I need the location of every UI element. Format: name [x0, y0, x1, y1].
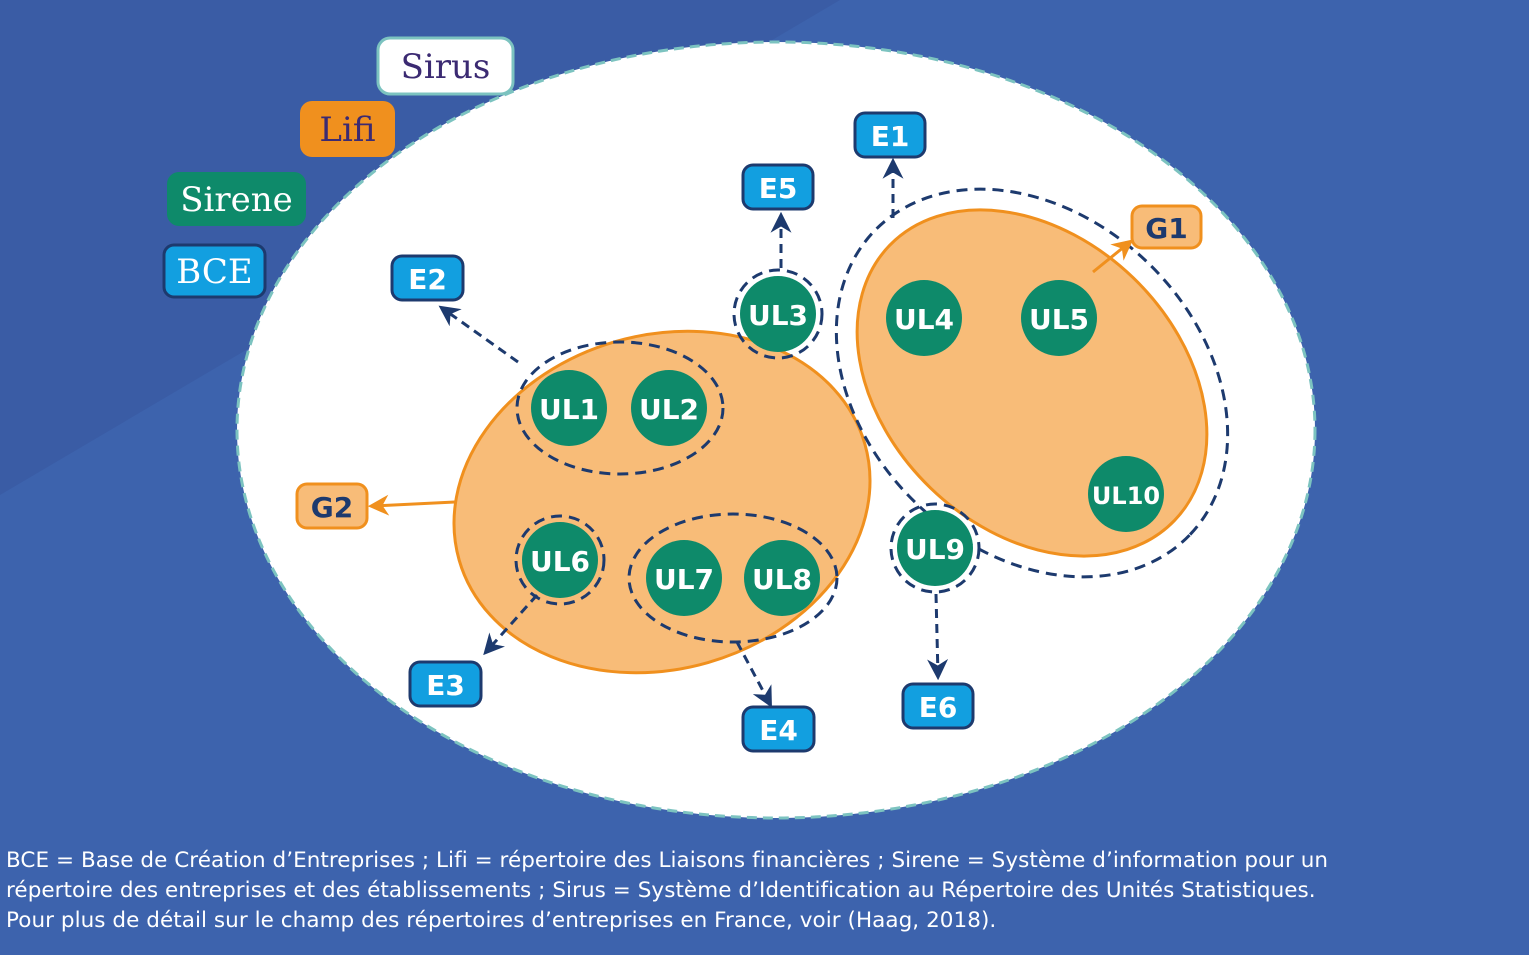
unit-ul6-label: UL6	[530, 545, 590, 578]
enterprise-e1: E1	[853, 111, 927, 159]
arrow-to-g2	[367, 494, 456, 516]
legend-lifi-label: Lifi	[319, 110, 375, 150]
enterprise-e4-label: E4	[759, 714, 798, 747]
footnote-line-2: répertoire des entreprises et des établi…	[6, 878, 1316, 903]
arrow-to-e3	[483, 593, 539, 656]
legend-bce-label: BCE	[176, 252, 252, 292]
legend-sirene: Sirene	[167, 172, 306, 226]
unit-ul7-label: UL7	[654, 563, 714, 596]
footnote-line-1: BCE = Base de Création d’Entreprises ; L…	[6, 848, 1329, 873]
enterprise-e5-outline	[732, 268, 824, 360]
legend-sirene-label: Sirene	[180, 180, 293, 220]
group-g2: G2	[295, 482, 369, 530]
enterprise-e4: E4	[741, 705, 816, 753]
group-g1: G1	[1130, 204, 1203, 250]
legend-sirus: Sirus	[376, 36, 515, 96]
unit-ul4: UL4	[886, 280, 962, 356]
arrow-to-e6	[927, 593, 949, 681]
enterprise-e2: E2	[390, 254, 465, 302]
unit-ul6: UL6	[522, 522, 598, 598]
unit-ul2: UL2	[631, 370, 707, 446]
legend-sirus-label: Sirus	[401, 47, 491, 87]
arrow-to-e4	[735, 641, 772, 708]
unit-ul7: UL7	[646, 540, 722, 616]
unit-ul1: UL1	[531, 370, 607, 446]
enterprise-e2-label: E2	[408, 263, 447, 296]
unit-ul9: UL9	[897, 510, 973, 586]
unit-ul8: UL8	[744, 540, 820, 616]
unit-ul10: UL10	[1088, 456, 1164, 532]
unit-ul8-label: UL8	[752, 563, 812, 596]
enterprise-e4-outline	[627, 512, 839, 644]
enterprise-e5-label: E5	[759, 172, 798, 205]
legend-lifi: Lifi	[300, 101, 395, 157]
enterprise-e2-outline	[515, 340, 725, 476]
enterprise-e1-label: E1	[871, 120, 910, 153]
unit-ul5-label: UL5	[1029, 303, 1089, 336]
enterprise-e6-label: E6	[919, 691, 958, 724]
group-g1-label: G1	[1145, 212, 1187, 245]
legend-bce: BCE	[162, 243, 267, 299]
unit-ul1-label: UL1	[539, 393, 599, 426]
unit-ul4-label: UL4	[894, 303, 954, 336]
enterprise-e5: E5	[741, 163, 815, 211]
unit-ul10-label: UL10	[1092, 482, 1160, 510]
enterprise-e3: E3	[408, 660, 483, 708]
group-g2-label: G2	[311, 491, 353, 524]
footnote: BCE = Base de Création d’Entreprises ; L…	[6, 846, 1524, 936]
enterprise-e1-outline	[834, 187, 1230, 579]
enterprise-e3-outline	[514, 514, 606, 606]
arrow-to-g1	[1092, 239, 1134, 274]
enterprise-e3-label: E3	[426, 669, 465, 702]
unit-ul9-label: UL9	[905, 533, 965, 566]
enterprise-e6: E6	[901, 682, 975, 730]
arrow-to-e2	[438, 305, 519, 364]
unit-ul5: UL5	[1021, 280, 1097, 356]
unit-ul3: UL3	[740, 276, 816, 352]
unit-ul2-label: UL2	[639, 393, 699, 426]
unit-ul3-label: UL3	[748, 299, 808, 332]
footnote-line-3: Pour plus de détail sur le champ des rép…	[6, 908, 997, 933]
